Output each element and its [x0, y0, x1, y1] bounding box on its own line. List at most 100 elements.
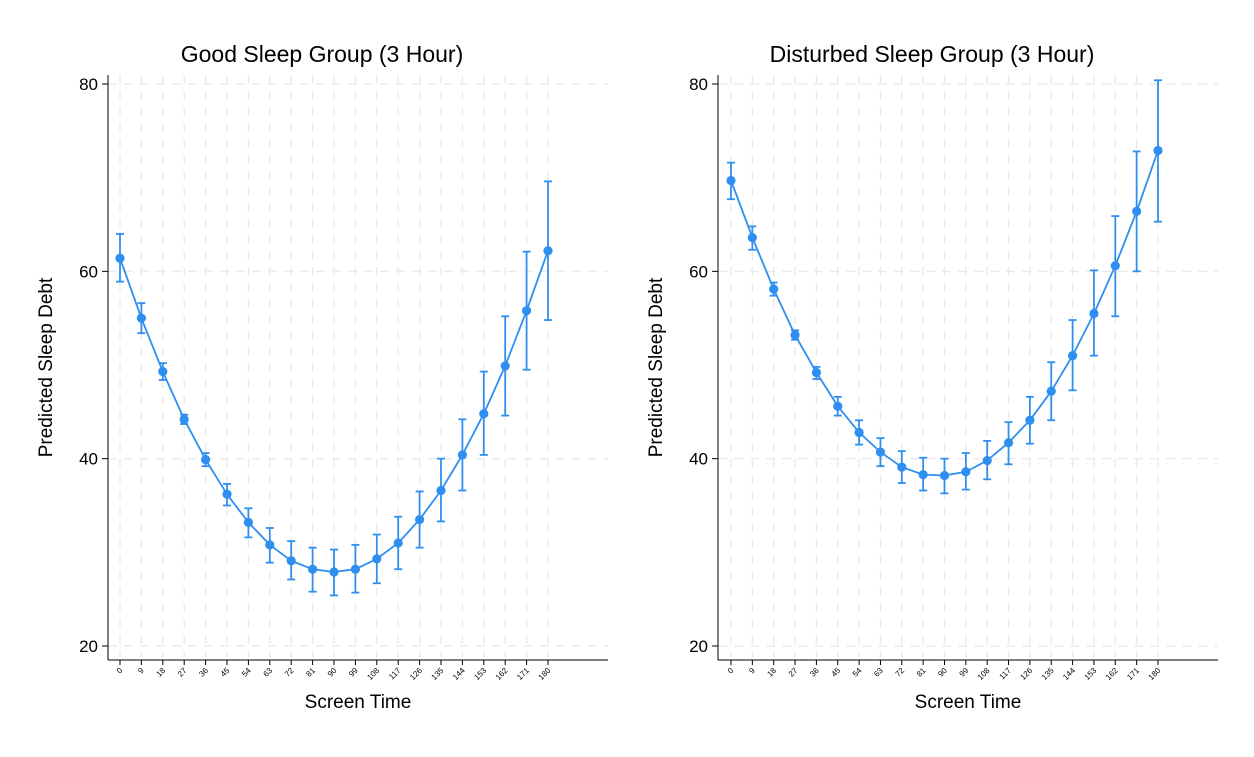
x-tick-label: 72 — [894, 666, 907, 679]
x-tick-label: 117 — [998, 666, 1014, 682]
data-point — [308, 564, 318, 574]
chart-title: Disturbed Sleep Group (3 Hour) — [770, 41, 1095, 67]
grid — [718, 75, 1218, 658]
x-tick-label: 36 — [808, 666, 821, 679]
x-tick-label: 144 — [1061, 666, 1077, 682]
data-point — [479, 409, 489, 419]
data-point — [875, 447, 886, 457]
data-point — [393, 538, 403, 548]
data-point — [329, 567, 339, 577]
y-tick-label: 20 — [689, 637, 708, 656]
data-point — [747, 233, 757, 243]
x-tick-label: 99 — [347, 666, 360, 679]
x-tick-label: 27 — [787, 666, 800, 679]
y-tick-label: 40 — [689, 450, 708, 469]
data-point — [436, 485, 446, 496]
x-tick-label: 18 — [765, 666, 778, 679]
y-tick-label: 80 — [689, 75, 708, 94]
x-tick-label: 90 — [326, 666, 339, 679]
data-point — [897, 462, 907, 472]
x-tick-label: 135 — [1040, 666, 1056, 682]
x-tick-label: 117 — [387, 666, 403, 682]
x-tick-label: 171 — [515, 666, 531, 682]
y-axis-label: Predicted Sleep Debt — [646, 277, 667, 457]
x-tick-label: 126 — [408, 666, 424, 682]
x-tick-label: 45 — [219, 666, 232, 679]
data-point — [136, 313, 146, 323]
data-point — [1068, 351, 1078, 361]
data-point — [222, 489, 232, 499]
x-tick-label: 153 — [472, 666, 488, 682]
x-tick-label: 108 — [365, 666, 381, 682]
x-tick-label: 162 — [1104, 666, 1120, 682]
data-point — [982, 455, 992, 466]
x-tick-label: 54 — [240, 666, 253, 679]
data-point — [115, 253, 125, 263]
x-tick-label: 9 — [136, 666, 146, 676]
data-point — [500, 361, 510, 371]
x-tick-label: 108 — [976, 666, 992, 682]
x-tick-label: 171 — [1125, 666, 1141, 682]
data-point — [415, 514, 425, 525]
data-point — [1003, 438, 1014, 448]
x-tick-label: 9 — [747, 666, 757, 676]
x-tick-label: 81 — [915, 666, 928, 679]
data-point — [243, 517, 253, 527]
data-point — [457, 450, 467, 460]
data-point — [961, 467, 971, 477]
data-point — [1046, 386, 1056, 396]
x-tick-label: 0 — [726, 666, 736, 676]
x-axis-label: Screen Time — [915, 692, 1022, 713]
data-point — [790, 330, 800, 340]
x-tick-label: 36 — [197, 666, 210, 679]
data-point — [286, 556, 296, 566]
x-tick-label: 135 — [430, 666, 446, 682]
data-point — [201, 455, 211, 465]
y-tick-label: 40 — [79, 450, 98, 469]
x-tick-label: 81 — [304, 666, 317, 679]
data-point — [1089, 308, 1099, 319]
y-tick-label: 60 — [79, 262, 98, 281]
y-tick-label: 60 — [689, 262, 708, 281]
x-tick-label: 72 — [283, 666, 296, 679]
x-tick-label: 0 — [115, 666, 125, 676]
data-point — [1132, 206, 1142, 216]
x-tick-label: 162 — [494, 666, 510, 682]
x-axis-label: Screen Time — [305, 692, 412, 713]
y-axis-label: Predicted Sleep Debt — [36, 277, 57, 457]
x-tick-label: 180 — [537, 666, 553, 682]
data-point — [1025, 415, 1035, 425]
chart-title: Good Sleep Group (3 Hour) — [181, 41, 464, 67]
x-tick-label: 27 — [176, 666, 189, 679]
x-tick-label: 63 — [872, 666, 885, 679]
x-tick-label: 180 — [1147, 666, 1163, 682]
data-point — [918, 469, 928, 480]
data-point — [265, 540, 275, 550]
data-point — [350, 564, 360, 574]
data-point — [1110, 261, 1120, 271]
x-tick-label: 153 — [1083, 666, 1099, 682]
data-point — [811, 367, 822, 378]
y-tick-label: 20 — [79, 637, 98, 656]
x-tick-label: 126 — [1019, 666, 1035, 682]
data-point — [372, 554, 382, 564]
y-tick-label: 80 — [79, 75, 98, 94]
x-tick-label: 54 — [851, 666, 864, 679]
x-tick-label: 90 — [936, 666, 949, 679]
data-point — [1153, 145, 1163, 156]
x-tick-label: 99 — [958, 666, 971, 679]
x-tick-label: 18 — [155, 666, 168, 679]
chart-panel-disturbed-sleep: Disturbed Sleep Group (3 Hour) Screen Ti… — [646, 41, 1218, 713]
x-tick-label: 144 — [451, 666, 467, 682]
data-point — [769, 284, 779, 294]
data-point — [833, 401, 843, 411]
data-point — [522, 306, 532, 316]
data-point — [158, 366, 168, 377]
data-point — [726, 175, 736, 186]
data-point — [854, 427, 864, 438]
data-point — [179, 414, 189, 424]
data-point — [543, 246, 553, 256]
x-tick-label: 45 — [830, 666, 843, 679]
